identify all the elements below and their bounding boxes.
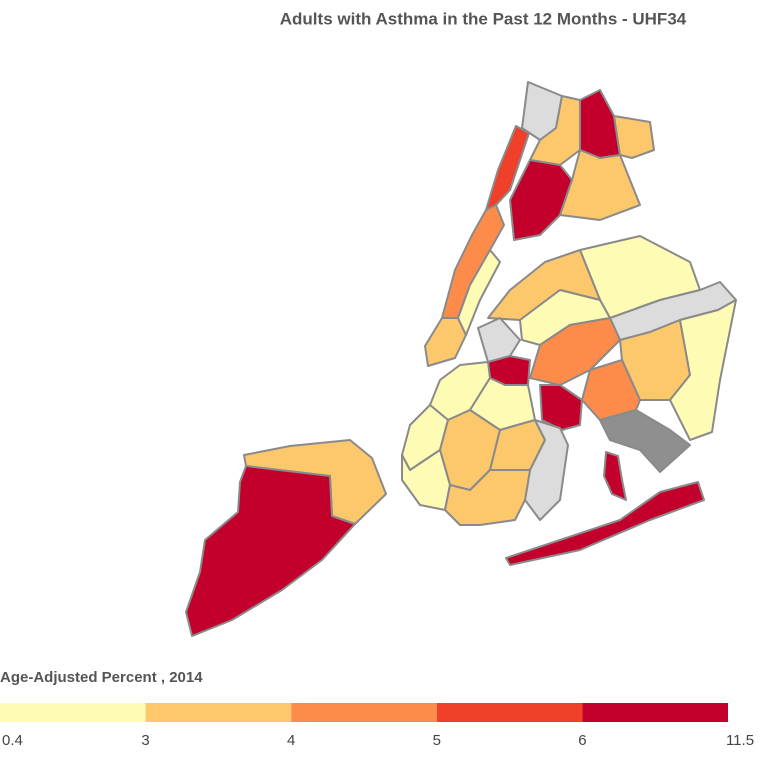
legend-tick-label: 4 — [287, 732, 295, 749]
region — [185, 465, 356, 637]
region — [579, 89, 621, 159]
region — [457, 249, 501, 336]
region — [613, 115, 655, 159]
map — [185, 81, 737, 637]
map-title: Adults with Asthma in the Past 12 Months… — [280, 9, 687, 28]
legend-tick-label: 6 — [578, 732, 586, 749]
legend-tick-label: 3 — [141, 732, 149, 749]
region — [559, 149, 641, 221]
legend-swatch — [145, 703, 292, 722]
legend-swatch — [0, 703, 146, 722]
region — [505, 481, 705, 566]
region — [477, 317, 521, 363]
region — [599, 409, 691, 473]
legend-swatch — [582, 703, 728, 722]
legend-tick-label: 0.4 — [2, 732, 23, 749]
region — [509, 159, 573, 241]
legend-tick-label: 5 — [433, 732, 441, 749]
region — [669, 299, 737, 441]
legend: 0.4 3 4 5 6 11.5 — [0, 703, 754, 749]
region — [424, 317, 467, 367]
legend-tick-label: 11.5 — [726, 732, 754, 749]
legend-swatch — [436, 703, 583, 722]
legend-swatch — [291, 703, 437, 722]
region — [603, 451, 627, 501]
region — [539, 384, 583, 431]
region — [524, 419, 569, 521]
legend-title: Age-Adjusted Percent , 2014 — [0, 669, 203, 686]
region — [444, 469, 531, 526]
region — [529, 317, 621, 386]
